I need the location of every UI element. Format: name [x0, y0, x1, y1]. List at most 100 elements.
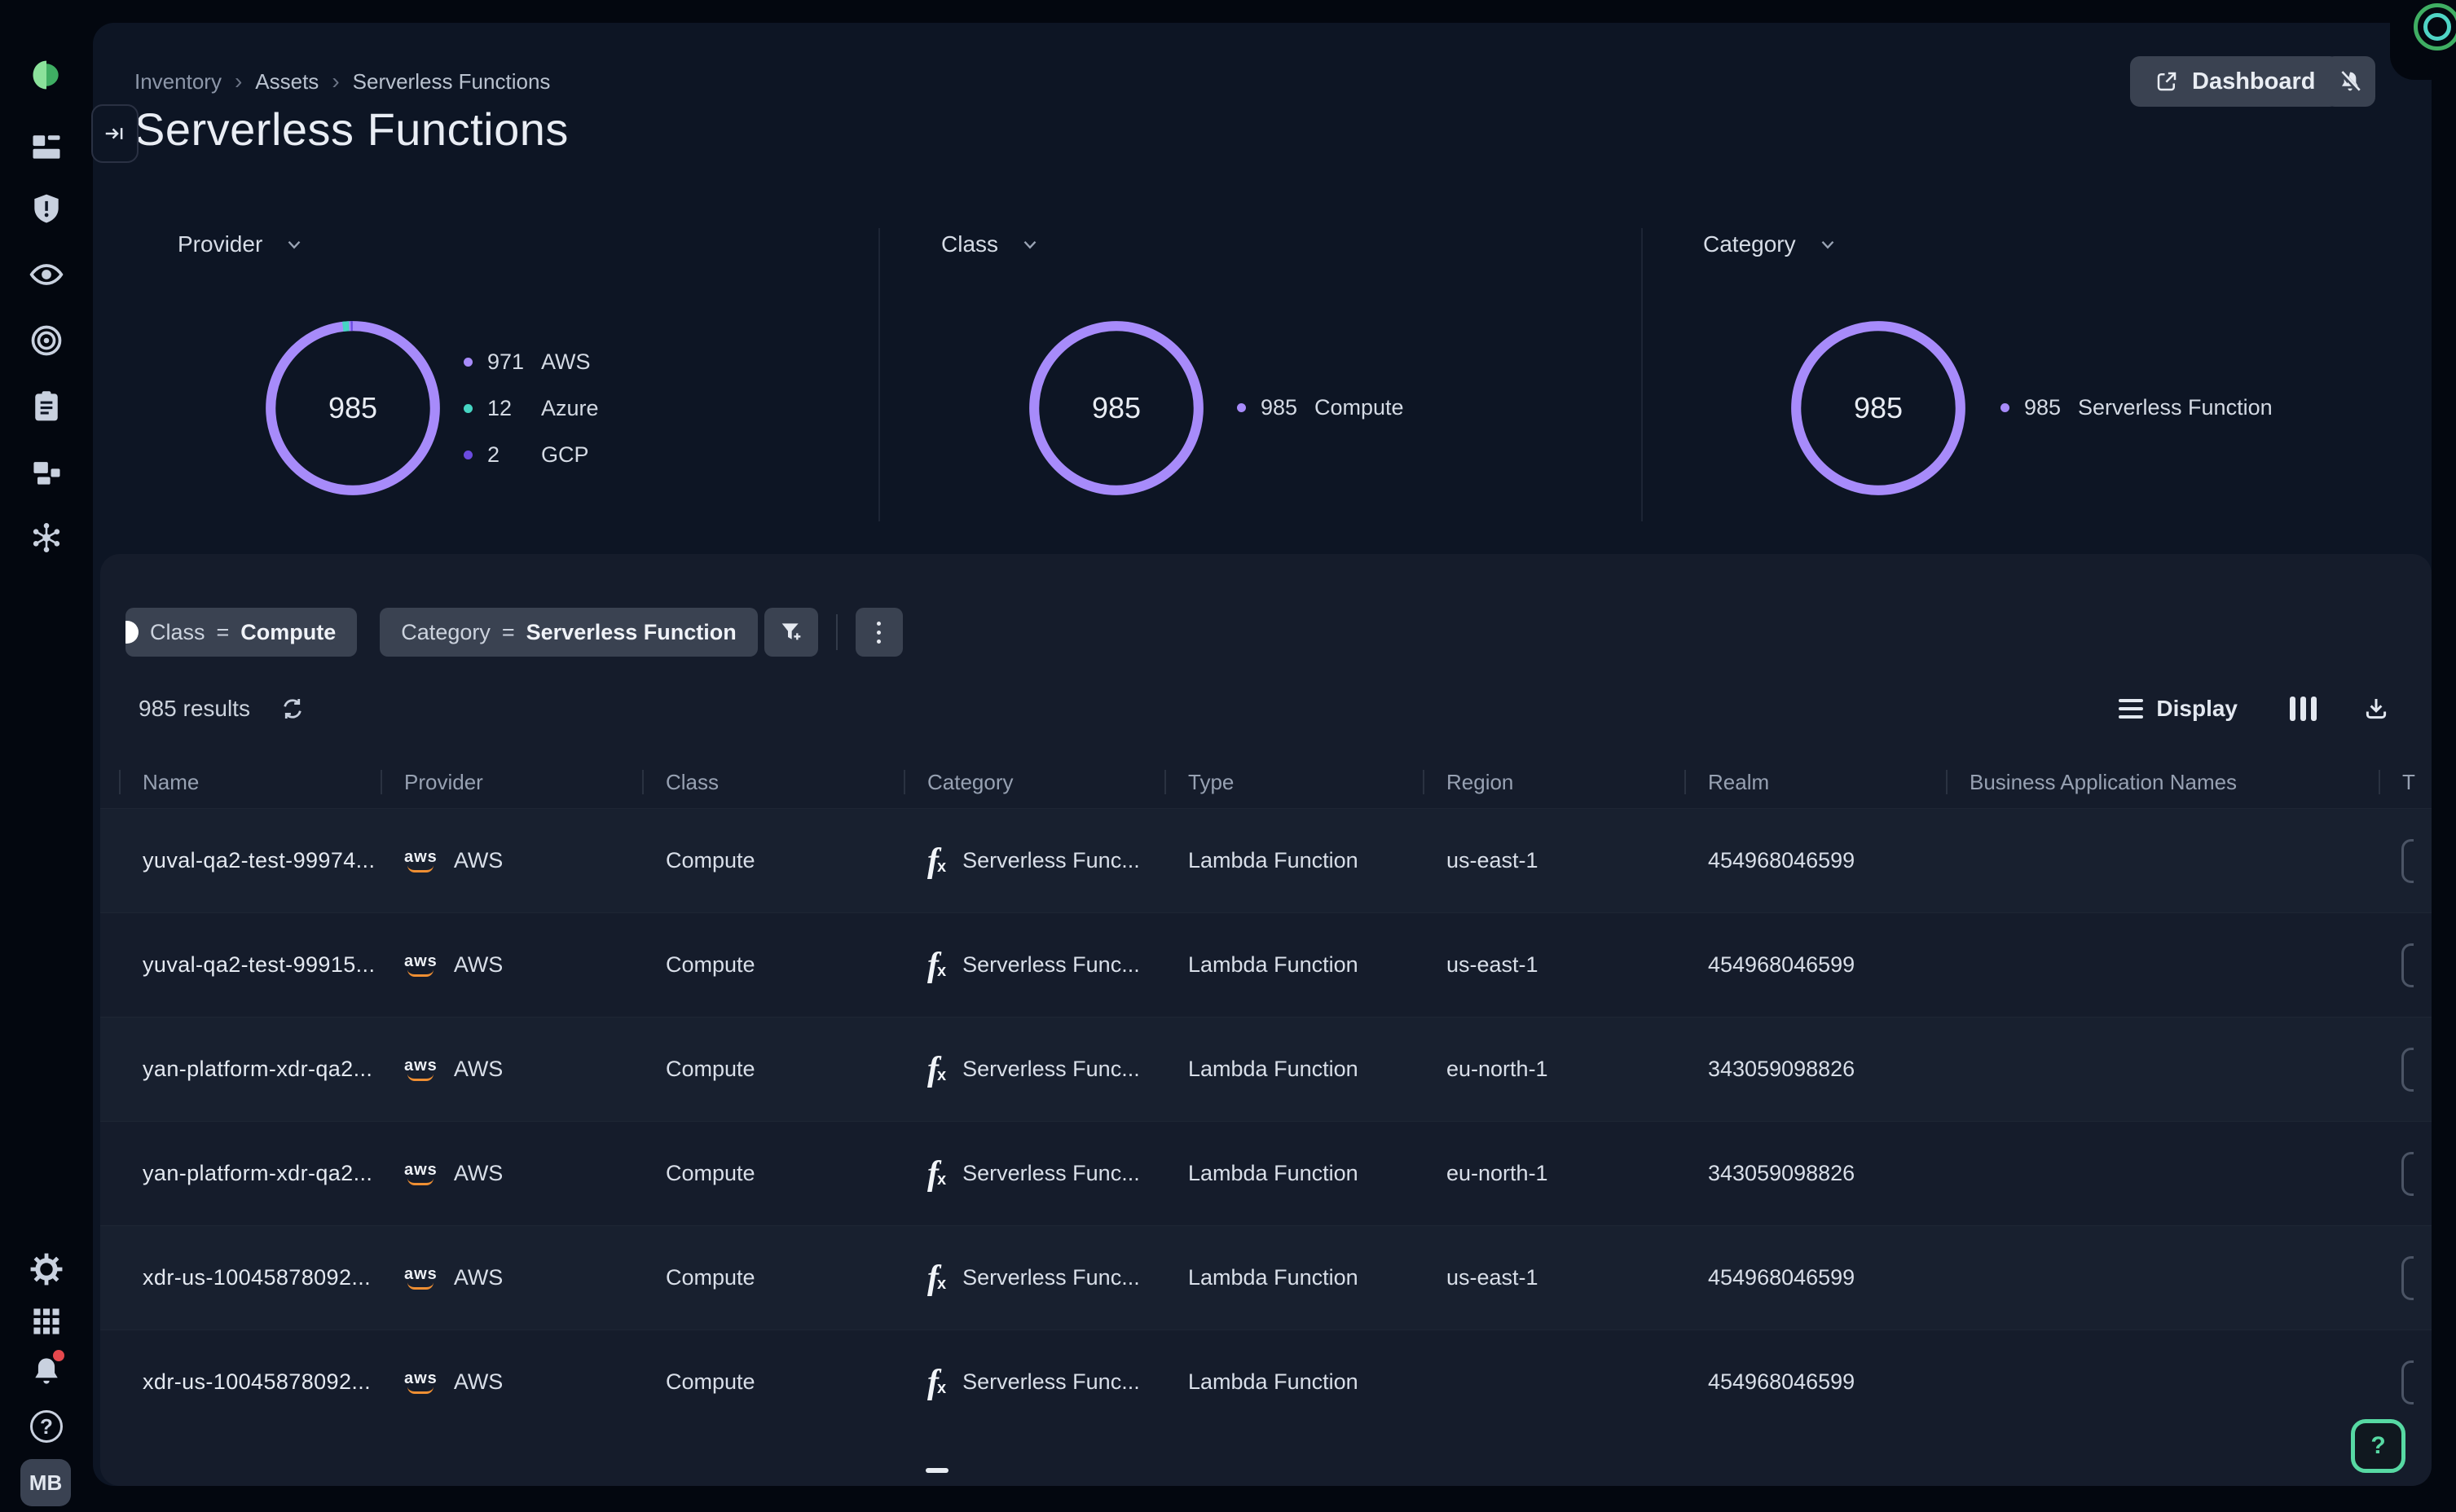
cell-business-app-names: [1946, 1122, 2379, 1225]
sidebar-item-notifications[interactable]: [22, 1347, 71, 1396]
aws-logo-icon: aws: [404, 1370, 438, 1394]
column-header[interactable]: Name: [119, 756, 381, 808]
legend-label: AWS: [541, 349, 591, 375]
provider-chart-dropdown[interactable]: Provider: [178, 231, 305, 257]
display-label: Display: [2156, 696, 2238, 722]
category-chart-label: Category: [1703, 231, 1796, 257]
cell-provider: aws AWS: [381, 809, 642, 912]
table-row[interactable]: xdr-us-10045878092... aws AWS Compute: [100, 1330, 2432, 1434]
cell-name[interactable]: xdr-us-10045878092...: [119, 1330, 381, 1434]
serverless-function-icon: fx: [927, 842, 946, 881]
legend-value: 12: [487, 396, 526, 421]
cell-name[interactable]: xdr-us-10045878092...: [119, 1226, 381, 1330]
sidebar-item-settings[interactable]: [22, 1245, 71, 1294]
download-button[interactable]: [2362, 695, 2390, 723]
cell-category: fx Serverless Func...: [904, 913, 1164, 1017]
horizontal-scrollbar-thumb[interactable]: [926, 1468, 949, 1473]
class-donut-chart: 985: [1025, 317, 1208, 499]
truncated-chip: [2401, 1360, 2414, 1404]
table-row[interactable]: yuval-qa2-test-99974... aws AWS Compute: [100, 808, 2432, 912]
cell-name[interactable]: yan-platform-xdr-qa2...: [119, 1018, 381, 1121]
column-header[interactable]: Type: [1164, 756, 1423, 808]
cell-class: Compute: [642, 1122, 904, 1225]
filter-chip[interactable]: Class = Compute: [125, 608, 357, 657]
cell-business-app-names: [1946, 1330, 2379, 1434]
cell-realm: 454968046599: [1684, 809, 1946, 912]
serverless-function-icon: fx: [927, 1154, 946, 1193]
serverless-function-icon: fx: [927, 1259, 946, 1298]
cell-name[interactable]: yan-platform-xdr-qa2...: [119, 1122, 381, 1225]
column-header[interactable]: Category: [904, 756, 1164, 808]
filter-chip[interactable]: Category = Serverless Function: [380, 608, 757, 657]
column-header[interactable]: Provider: [381, 756, 642, 808]
cell-name[interactable]: yuval-qa2-test-99915...: [119, 913, 381, 1017]
class-chart-dropdown[interactable]: Class: [941, 231, 1041, 257]
provider-label: AWS: [454, 1369, 504, 1395]
column-header[interactable]: T: [2379, 756, 2432, 808]
help-fab-button[interactable]: ?: [2351, 1419, 2405, 1473]
add-filter-button[interactable]: [764, 608, 818, 657]
chevron-down-icon: [1817, 234, 1838, 255]
provider-label: AWS: [454, 1161, 504, 1186]
table-row[interactable]: yan-platform-xdr-qa2... aws AWS Compute: [100, 1121, 2432, 1225]
cell-class: Compute: [642, 1330, 904, 1434]
provider-label: AWS: [454, 952, 504, 978]
sidebar-item-apps[interactable]: [22, 1297, 71, 1346]
cell-type: Lambda Function: [1164, 809, 1423, 912]
filter-funnel-icon: [778, 619, 804, 645]
category-label: Serverless Func...: [962, 848, 1140, 873]
legend-value: 985: [1261, 395, 1300, 420]
filter-chip-field: Class: [150, 620, 205, 645]
sidebar-item-discovery[interactable]: [22, 250, 71, 299]
sidebar-item-attack-graph[interactable]: [22, 513, 71, 562]
table-row[interactable]: xdr-us-10045878092... aws AWS Compute: [100, 1225, 2432, 1330]
orca-logo[interactable]: [22, 51, 71, 99]
filter-chips-row: Class = Compute Category = Serverless Fu…: [125, 608, 903, 657]
legend-item: 971 AWS: [464, 339, 599, 385]
column-header[interactable]: Class: [642, 756, 904, 808]
aws-smile: [407, 1282, 434, 1290]
category-chart-dropdown[interactable]: Category: [1703, 231, 1838, 257]
notification-badge: [53, 1350, 64, 1361]
sidebar-item-help[interactable]: ?: [22, 1402, 71, 1451]
cell-name[interactable]: yuval-qa2-test-99974...: [119, 809, 381, 912]
column-header[interactable]: Region: [1423, 756, 1684, 808]
shield-alert-icon: [29, 191, 64, 227]
columns-button[interactable]: [2290, 697, 2317, 721]
column-header[interactable]: Realm: [1684, 756, 1946, 808]
sidebar-item-dashboards[interactable]: [22, 122, 71, 171]
aws-smile: [407, 1074, 434, 1081]
loading-spinner-logo: [2414, 3, 2456, 51]
legend-item: 985 Serverless Function: [2000, 385, 2273, 431]
filter-chip-field: Category: [401, 620, 491, 645]
filter-chip-value: Compute: [240, 620, 336, 645]
table-row[interactable]: yan-platform-xdr-qa2... aws AWS Compute: [100, 1017, 2432, 1121]
main-panel: Inventory › Assets › Serverless Function…: [93, 23, 2432, 1486]
cell-realm: 343059098826: [1684, 1122, 1946, 1225]
cell-business-app-names: [1946, 913, 2379, 1017]
cell-category: fx Serverless Func...: [904, 1330, 1164, 1434]
serverless-function-icon: fx: [927, 1050, 946, 1089]
orca-logo-icon: [29, 57, 64, 93]
sidebar-item-compliance[interactable]: [22, 382, 71, 431]
clipboard-icon: [29, 389, 64, 424]
filter-more-options-button[interactable]: [856, 608, 903, 657]
cell-category: fx Serverless Func...: [904, 1122, 1164, 1225]
display-button[interactable]: Display: [2119, 696, 2238, 722]
cell-type: Lambda Function: [1164, 1018, 1423, 1121]
cell-region: us-east-1: [1423, 1226, 1684, 1330]
column-header[interactable]: Business Application Names: [1946, 756, 2379, 808]
refresh-button[interactable]: [279, 696, 306, 722]
help-icon: ?: [30, 1410, 63, 1443]
provider-label: AWS: [454, 1057, 504, 1082]
sidebar-item-inventory[interactable]: [22, 448, 71, 497]
user-avatar[interactable]: MB: [20, 1459, 71, 1506]
sidebar-item-alerts[interactable]: [22, 185, 71, 234]
aws-logo-icon: aws: [404, 953, 438, 977]
filter-chip-operator: =: [217, 620, 230, 645]
cell-business-app-names: [1946, 1018, 2379, 1121]
table-row[interactable]: yuval-qa2-test-99915... aws AWS Compute: [100, 912, 2432, 1017]
aws-smile: [407, 1387, 434, 1394]
sidebar-item-attack-paths[interactable]: [22, 316, 71, 365]
aws-logo-icon: aws: [404, 1162, 438, 1185]
